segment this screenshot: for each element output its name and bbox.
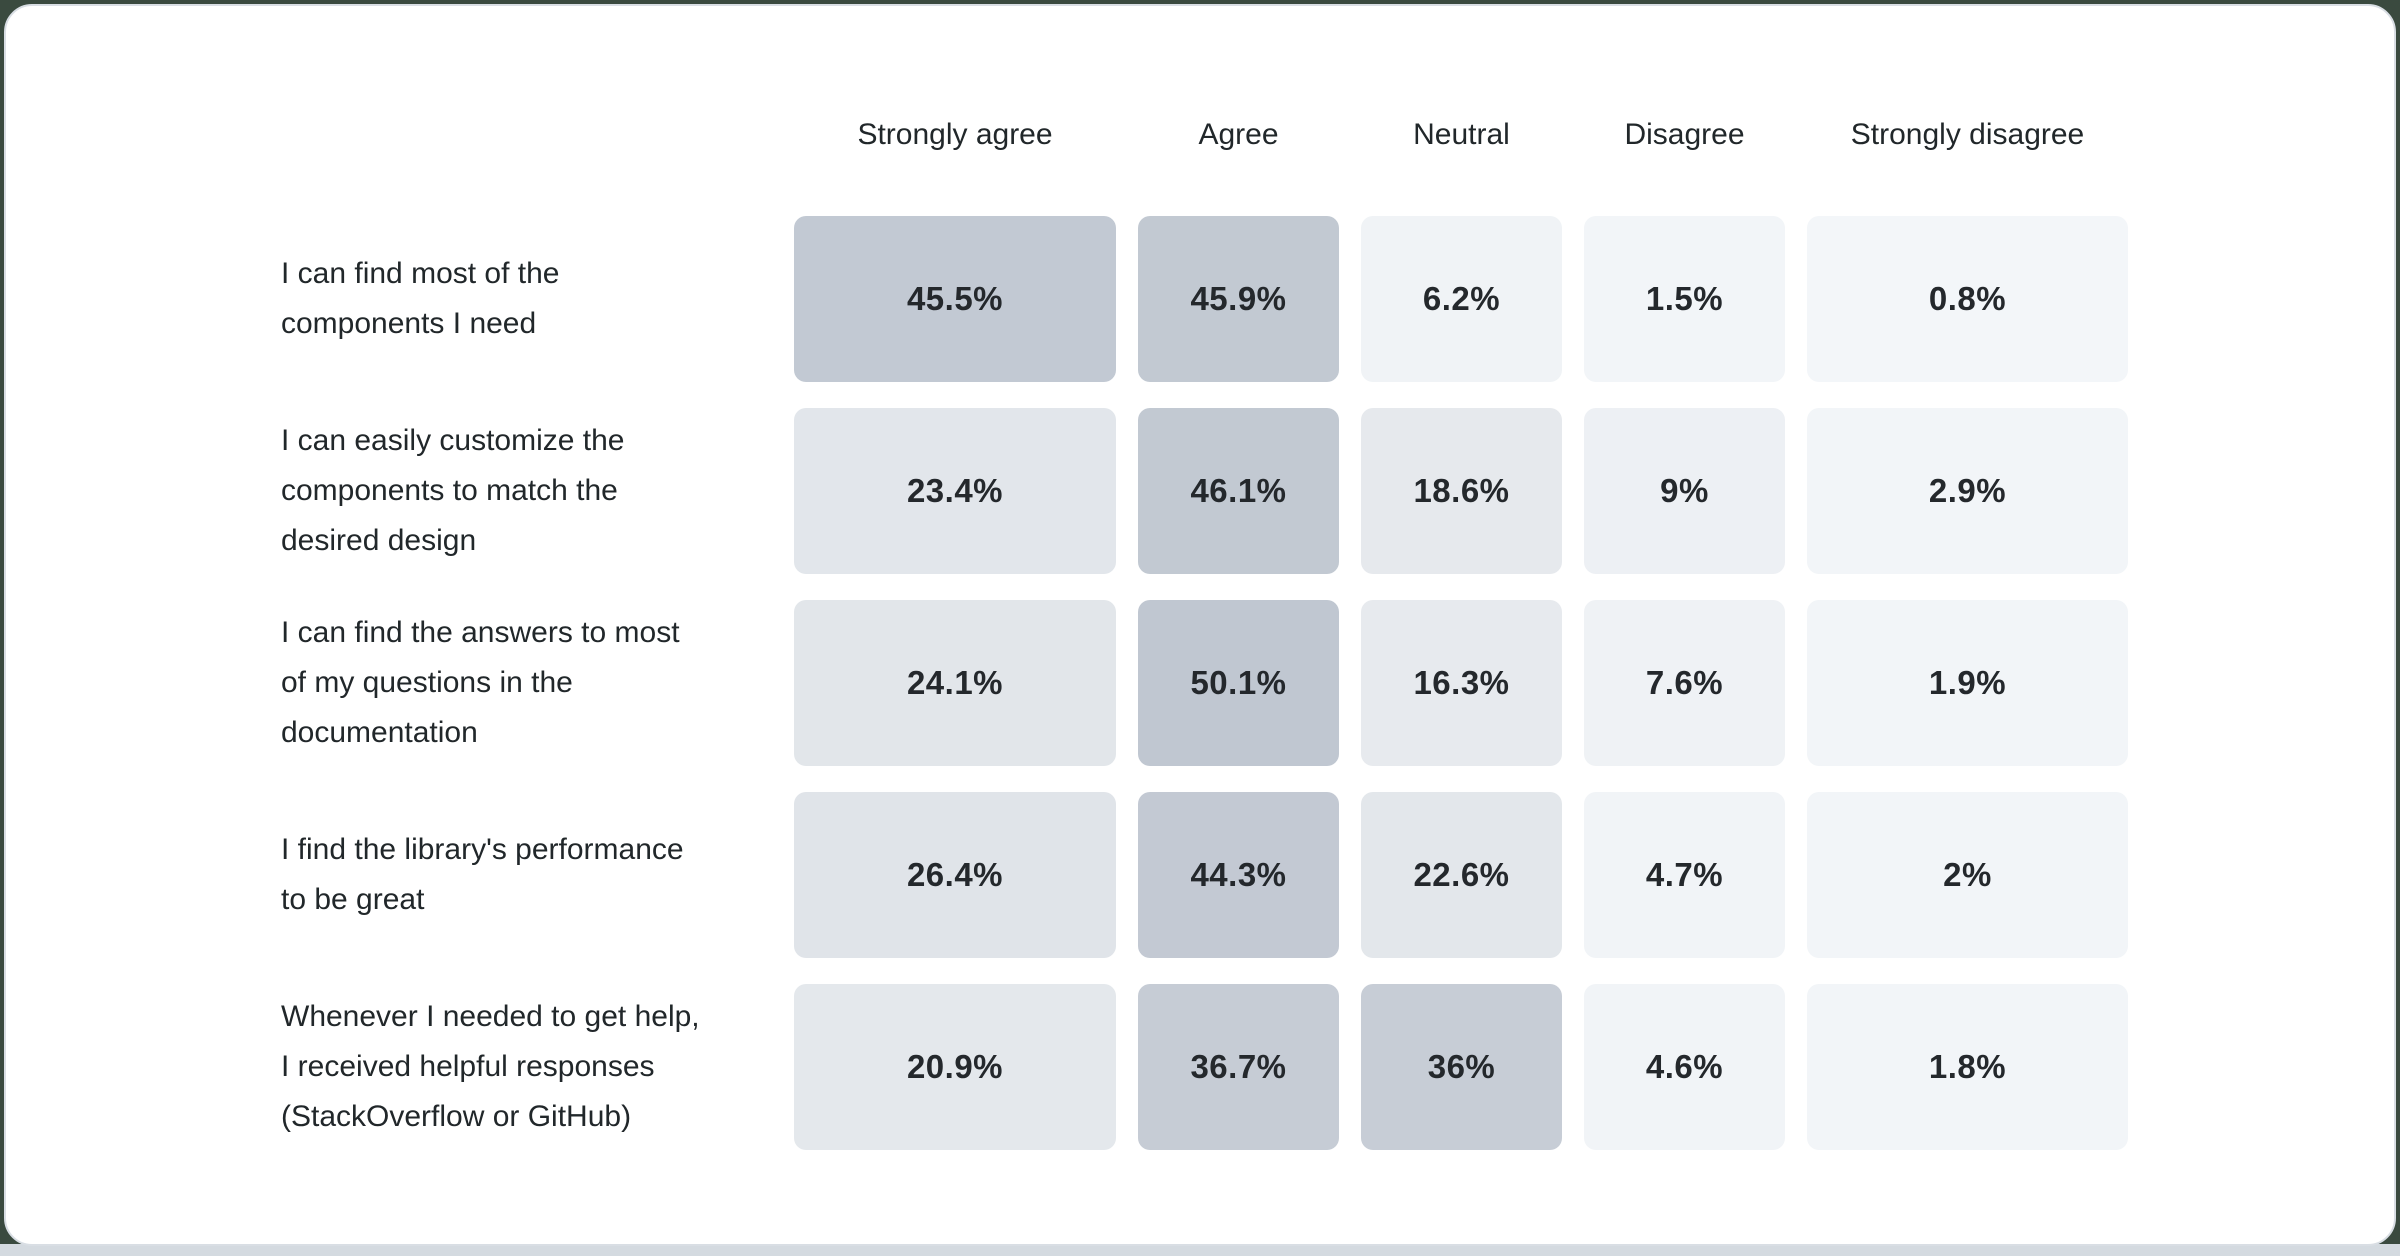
cell-3-strongly-agree: 24.1% [794, 600, 1116, 766]
cell-3-neutral: 16.3% [1361, 600, 1562, 766]
cell-value: 9% [1660, 472, 1709, 509]
row-label: I can find the answers to most of my que… [281, 616, 680, 749]
cell-4-disagree: 4.7% [1584, 792, 1785, 958]
cell-value: 36.7% [1190, 1048, 1287, 1085]
cell-1-agree: 45.9% [1138, 216, 1339, 382]
cell-3-agree: 50.1% [1138, 600, 1339, 766]
cell-value: 1.8% [1928, 1048, 2007, 1085]
cell-3-strongly-disagree: 1.9% [1807, 600, 2128, 766]
cell-2-agree: 46.1% [1138, 408, 1339, 574]
heatmap-row-4: I find the library's performance to be g… [281, 792, 2128, 958]
column-header-strongly-agree: Strongly agree [857, 118, 1053, 151]
bottom-strip [0, 1244, 2400, 1256]
cell-4-neutral: 22.6% [1361, 792, 1562, 958]
heatmap-row-2: I can easily customize the components to… [281, 408, 2128, 574]
cell-3-disagree: 7.6% [1584, 600, 1785, 766]
row-label: I find the library's performance to be g… [281, 833, 684, 916]
survey-results-card: Strongly agree Agree Neutral Disagree Strong… [4, 4, 2396, 1246]
cell-1-neutral: 6.2% [1361, 216, 1562, 382]
column-header-disagree: Disagree [1624, 118, 1745, 151]
cell-value: 22.6% [1413, 856, 1510, 893]
cell-value: 24.1% [906, 664, 1004, 701]
cell-4-strongly-agree: 26.4% [794, 792, 1116, 958]
cell-4-agree: 44.3% [1138, 792, 1339, 958]
cell-1-strongly-disagree: 0.8% [1807, 216, 2128, 382]
cell-5-strongly-agree: 20.9% [794, 984, 1116, 1150]
row-cells: 24.1% 50.1% 16.3% 7.6% 1.9% [794, 600, 2128, 766]
cell-value: 36% [1427, 1048, 1496, 1085]
cell-value: 1.5% [1645, 280, 1724, 317]
cell-value: 7.6% [1645, 664, 1724, 701]
cell-5-strongly-disagree: 1.8% [1807, 984, 2128, 1150]
cell-2-neutral: 18.6% [1361, 408, 1562, 574]
cell-1-disagree: 1.5% [1584, 216, 1785, 382]
cell-value: 2.9% [1928, 472, 2007, 509]
column-header-agree: Agree [1198, 118, 1279, 151]
column-headers: Strongly agree Agree Neutral Disagree Strong… [794, 118, 2128, 152]
cell-value: 4.6% [1645, 1048, 1724, 1085]
cell-2-disagree: 9% [1584, 408, 1785, 574]
column-header-strongly-disagree: Strongly disagree [1850, 118, 2085, 151]
cell-value: 6.2% [1422, 280, 1501, 317]
cell-value: 20.9% [906, 1048, 1004, 1085]
cell-value: 45.9% [1190, 280, 1287, 317]
column-header-neutral: Neutral [1413, 118, 1510, 151]
heatmap-row-1: I can find most of the components I need… [281, 216, 2128, 382]
cell-2-strongly-agree: 23.4% [794, 408, 1116, 574]
row-label: I can easily customize the components to… [281, 424, 625, 557]
cell-5-neutral: 36% [1361, 984, 1562, 1150]
cell-4-strongly-disagree: 2% [1807, 792, 2128, 958]
cell-5-disagree: 4.6% [1584, 984, 1785, 1150]
cell-value: 0.8% [1928, 280, 2007, 317]
row-label: Whenever I needed to get help, I receive… [281, 1000, 700, 1133]
cell-value: 4.7% [1645, 856, 1724, 893]
heatmap-row-5: Whenever I needed to get help, I receive… [281, 984, 2128, 1150]
heatmap-row-3: I can find the answers to most of my que… [281, 600, 2128, 766]
row-cells: 20.9% 36.7% 36% 4.6% 1.8% [794, 984, 2128, 1150]
cell-value: 18.6% [1413, 472, 1510, 509]
cell-2-strongly-disagree: 2.9% [1807, 408, 2128, 574]
cell-5-agree: 36.7% [1138, 984, 1339, 1150]
cell-value: 45.5% [906, 280, 1004, 317]
cell-value: 46.1% [1190, 472, 1287, 509]
cell-value: 26.4% [906, 856, 1004, 893]
row-cells: 23.4% 46.1% 18.6% 9% 2.9% [794, 408, 2128, 574]
row-cells: 26.4% 44.3% 22.6% 4.7% 2% [794, 792, 2128, 958]
cell-value: 1.9% [1928, 664, 2007, 701]
cell-value: 50.1% [1190, 664, 1287, 701]
cell-value: 2% [1943, 856, 1992, 893]
cell-value: 23.4% [906, 472, 1004, 509]
row-cells: 45.5% 45.9% 6.2% 1.5% 0.8% [794, 216, 2128, 382]
cell-value: 16.3% [1413, 664, 1510, 701]
row-label: I can find most of the components I need [281, 257, 560, 340]
cell-value: 44.3% [1190, 856, 1287, 893]
cell-1-strongly-agree: 45.5% [794, 216, 1116, 382]
